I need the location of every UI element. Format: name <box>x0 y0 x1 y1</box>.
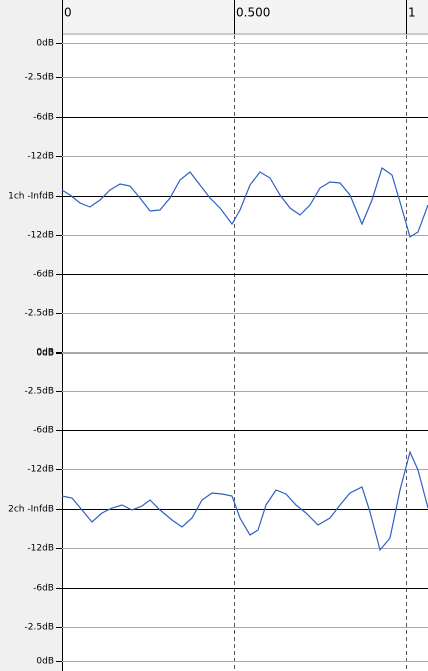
level-label: -12dB <box>27 231 54 241</box>
ruler-label: 0.500 <box>236 6 270 20</box>
level-label: 1ch -InfdB <box>8 192 54 202</box>
level-label: -2.5dB <box>25 309 54 319</box>
level-label: -6dB <box>33 270 54 280</box>
labels: 0 0.500 1 0dB -2.5dB -6dB -12dB 1ch -InfdB -12dB… <box>8 6 416 667</box>
level-label: 0dB <box>36 39 54 49</box>
level-label: -6dB <box>33 584 54 594</box>
waveform-channel-1 <box>61 167 428 238</box>
level-label: 0dB <box>36 349 54 359</box>
level-label: -12dB <box>27 465 54 475</box>
level-label: 0dB <box>36 348 54 358</box>
level-label: -2.5dB <box>25 73 54 83</box>
ruler-label: 0 <box>64 6 72 20</box>
level-label: -2.5dB <box>25 623 54 633</box>
level-label: -12dB <box>27 544 54 554</box>
level-label: -12dB <box>27 152 54 162</box>
waveform-channel-2 <box>61 450 428 552</box>
level-label: 0dB <box>36 657 54 667</box>
level-label: -2.5dB <box>25 387 54 397</box>
level-label: -6dB <box>33 426 54 436</box>
ruler-label: 1 <box>408 6 416 20</box>
level-label: -6dB <box>33 113 54 123</box>
level-label: 2ch -InfdB <box>8 505 54 515</box>
ruler <box>62 0 428 34</box>
level-grid <box>56 43 428 662</box>
